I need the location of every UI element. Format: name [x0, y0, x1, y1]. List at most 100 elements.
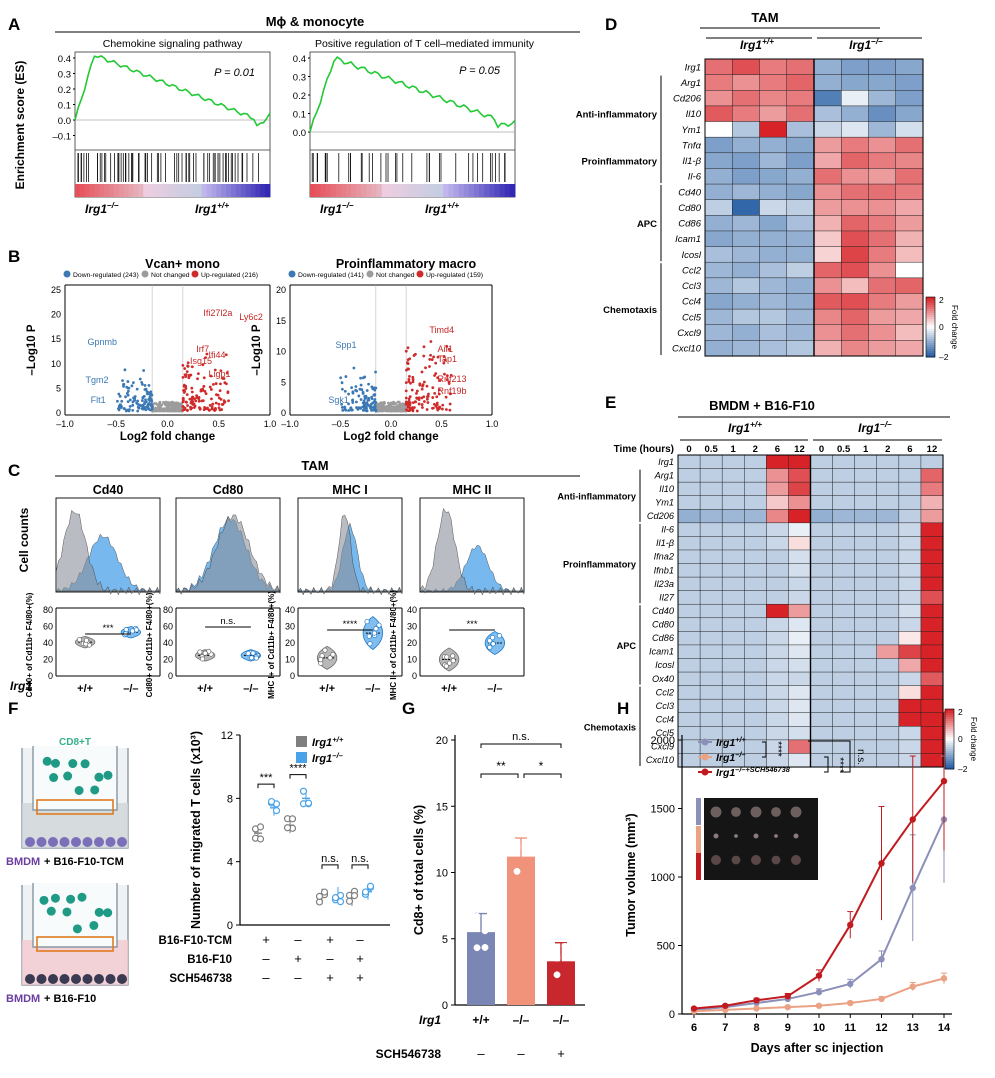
- heat-cell: [895, 261, 924, 279]
- legend-tick: –2: [939, 352, 949, 362]
- volcano-point-up: [427, 392, 430, 396]
- volcano-point-down: [366, 398, 370, 402]
- histogram-wt: [297, 514, 403, 596]
- h-legend-dot: [701, 738, 709, 746]
- volcano-point-up: [186, 364, 189, 368]
- heat-cell: [786, 74, 815, 91]
- volcano-point-up: [183, 367, 187, 370]
- volcano-ytick: 20: [51, 310, 61, 320]
- heat-cell: [920, 753, 944, 768]
- heat-cell: [766, 671, 789, 687]
- volcano-point-down: [361, 401, 365, 405]
- gsea-rank-gradient: [118, 184, 125, 197]
- volcano-gene-up: Rnf19b: [437, 386, 466, 396]
- heat-gene-label: Ym1: [655, 497, 674, 507]
- gsea-rank-gradient: [216, 184, 222, 197]
- heat-cell: [810, 671, 834, 687]
- volcano-ylabel: –Log10 P: [26, 324, 38, 375]
- volcano-point-up: [197, 396, 201, 399]
- volcano-point-up: [415, 396, 419, 400]
- heat-cell: [721, 481, 745, 497]
- heat-cell: [813, 152, 842, 169]
- volcano-point-down: [148, 393, 152, 396]
- transwell-tcm-tcell: [103, 770, 113, 780]
- h-xtick: 11: [844, 1022, 856, 1034]
- violin-point: [202, 650, 208, 656]
- transwell-b16-tcell: [39, 895, 49, 905]
- volcano-point-up: [423, 400, 426, 403]
- g-bracket-b: [523, 773, 562, 778]
- h-point: [940, 975, 948, 982]
- heat-gene-label: Cd40: [652, 606, 675, 616]
- heat-gene-label: Il10: [686, 109, 702, 120]
- heat-cell: [721, 509, 745, 524]
- heat-cell: [732, 58, 761, 76]
- g-point: [481, 943, 489, 951]
- f-row-value: +: [294, 951, 302, 966]
- legend-gradient: [945, 729, 954, 732]
- heat-gene-label: Il-6: [661, 525, 675, 535]
- heat-cell: [841, 340, 870, 357]
- violin-point: [330, 651, 336, 658]
- gsea-rank-gradient: [438, 184, 444, 197]
- heat-cell: [841, 121, 870, 138]
- volcano-point-down: [121, 379, 124, 383]
- volcano-point-down: [361, 392, 365, 395]
- heat-cell: [810, 644, 834, 660]
- heat-cell: [759, 277, 788, 295]
- heat-cell: [810, 617, 834, 632]
- heat-gene-label: Ccl5: [656, 728, 675, 738]
- heat-cell: [788, 631, 812, 646]
- gsea-rank-gradient: [381, 184, 388, 197]
- heat-cell: [699, 617, 723, 632]
- h-tumor-photo: [711, 855, 721, 865]
- transwell-tcm-tcell: [94, 772, 104, 782]
- heat-cell: [832, 671, 856, 687]
- heat-gene-label: Il23a: [654, 579, 674, 589]
- heat-cell: [759, 121, 788, 138]
- legend-gradient: [945, 723, 954, 726]
- panel-label-e: E: [605, 393, 616, 412]
- heat-cell: [841, 74, 870, 91]
- volcano-point-up: [187, 376, 191, 380]
- volcano-point-up: [433, 374, 436, 377]
- volcano-point-down: [370, 395, 374, 399]
- heat-cell: [898, 522, 922, 537]
- f-row-value: +: [326, 970, 334, 985]
- heat-cell: [786, 261, 815, 279]
- legend-gradient: [945, 753, 954, 756]
- transwell-tcm-bmdm-cell: [48, 837, 58, 847]
- heat-cell: [677, 603, 701, 619]
- volcano-point-up: [204, 356, 207, 360]
- volcano-point-down: [347, 402, 350, 406]
- heat-cell: [841, 183, 870, 201]
- heat-cell: [832, 536, 856, 551]
- heat-cell: [868, 246, 897, 263]
- gsea-rank-gradient: [345, 184, 352, 197]
- volcano-point-down: [367, 382, 370, 386]
- g-point: [513, 843, 521, 851]
- f-legend-wt-swatch: [296, 736, 307, 747]
- heat-cell: [920, 509, 944, 524]
- volcano-gene-up: Irf7: [196, 344, 209, 354]
- volcano-point-up: [424, 366, 427, 370]
- heat-cell: [704, 293, 733, 310]
- volcano-point-down: [130, 384, 134, 388]
- gsea-rank-gradient: [99, 184, 105, 197]
- genotype-ko: –/–: [243, 683, 258, 695]
- volcano-xtick: –0.5: [332, 419, 350, 429]
- heat-cell: [759, 215, 788, 232]
- volcano-point-nc: [167, 408, 171, 412]
- heat-cell: [898, 509, 922, 524]
- heat-cell: [699, 644, 723, 660]
- h-photo-key-sch: [696, 853, 701, 880]
- volcano-point-down: [341, 408, 345, 412]
- volcano-point-up: [186, 361, 190, 365]
- heat-cell: [841, 199, 870, 216]
- volcano-point-down: [359, 383, 363, 387]
- legend-gradient: [926, 301, 935, 304]
- heat-cell: [854, 468, 878, 483]
- panel-a-ylabel: Enrichment score (ES): [13, 61, 27, 190]
- volcano-point-down: [372, 407, 376, 411]
- legend-title: Fold change: [969, 717, 978, 762]
